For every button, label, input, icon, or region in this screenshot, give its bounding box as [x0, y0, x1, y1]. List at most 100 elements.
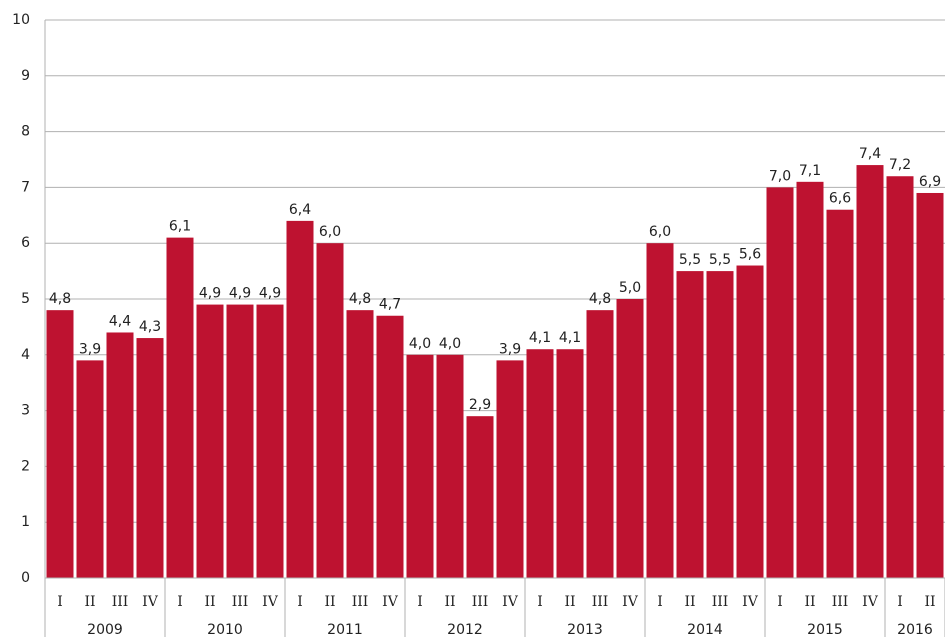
- value-label: 4,0: [439, 336, 461, 352]
- bar: [46, 310, 74, 578]
- x-tick-label: III: [112, 594, 129, 610]
- x-tick-label: II: [444, 594, 455, 610]
- y-tick-label: 5: [21, 291, 30, 307]
- value-label: 4,1: [559, 330, 581, 346]
- x-tick-label: IV: [382, 594, 399, 610]
- bar: [466, 416, 494, 578]
- x-tick-label: II: [564, 594, 575, 610]
- value-label: 4,9: [229, 286, 251, 302]
- x-tick-label: III: [592, 594, 609, 610]
- value-label: 6,4: [289, 202, 311, 218]
- x-tick-label: III: [352, 594, 369, 610]
- x-tick-label: II: [204, 594, 215, 610]
- value-label: 6,9: [919, 174, 941, 190]
- x-tick-label: IV: [502, 594, 519, 610]
- x-tick-label: III: [232, 594, 249, 610]
- x-tick-label: II: [84, 594, 95, 610]
- value-label: 4,8: [349, 291, 371, 307]
- y-tick-label: 4: [21, 347, 30, 363]
- year-label: 2016: [897, 622, 933, 637]
- y-tick-label: 6: [21, 235, 30, 251]
- value-label: 7,2: [889, 157, 911, 173]
- y-tick-label: 3: [21, 403, 30, 419]
- value-label: 7,4: [859, 146, 881, 162]
- x-tick-label: IV: [262, 594, 279, 610]
- x-tick-label: III: [832, 594, 849, 610]
- value-label: 7,1: [799, 163, 821, 179]
- bar: [586, 310, 614, 578]
- y-tick-label: 1: [21, 514, 30, 530]
- x-tick-label: I: [417, 594, 423, 610]
- bar: [826, 209, 854, 578]
- year-label: 2011: [327, 622, 363, 637]
- x-tick-label: I: [537, 594, 543, 610]
- x-tick-label: I: [777, 594, 783, 610]
- bar: [286, 220, 314, 578]
- y-tick-label: 7: [21, 179, 30, 195]
- value-label: 2,9: [469, 397, 491, 413]
- bar: [856, 165, 884, 578]
- x-tick-label: I: [897, 594, 903, 610]
- x-tick-label: I: [57, 594, 63, 610]
- value-label: 3,9: [79, 341, 101, 357]
- year-label: 2012: [447, 622, 483, 637]
- bar: [916, 192, 944, 579]
- bar: [316, 243, 344, 578]
- bar: [106, 332, 134, 578]
- value-label: 4,4: [109, 313, 131, 329]
- value-label: 3,9: [499, 341, 521, 357]
- x-tick-label: II: [324, 594, 335, 610]
- value-label: 6,6: [829, 191, 851, 207]
- value-label: 5,5: [679, 252, 701, 268]
- y-tick-label: 10: [12, 12, 30, 28]
- value-label: 6,0: [319, 224, 341, 240]
- bar: [886, 176, 914, 579]
- bar: [406, 354, 434, 578]
- value-label: 6,1: [169, 219, 191, 235]
- value-label: 4,1: [529, 330, 551, 346]
- bar: [526, 349, 554, 578]
- value-label: 5,6: [739, 247, 761, 263]
- bar: [556, 349, 584, 578]
- x-tick-label: II: [924, 594, 935, 610]
- x-tick-label: I: [177, 594, 183, 610]
- x-tick-label: II: [684, 594, 695, 610]
- bar: [136, 338, 164, 578]
- year-label: 2013: [567, 622, 603, 637]
- value-label: 5,0: [619, 280, 641, 296]
- y-tick-label: 2: [21, 458, 30, 474]
- x-tick-label: IV: [862, 594, 879, 610]
- bar: [226, 304, 254, 578]
- bar: [436, 354, 464, 578]
- x-tick-label: III: [712, 594, 729, 610]
- x-tick-label: IV: [622, 594, 639, 610]
- value-label: 4,8: [49, 291, 71, 307]
- bar: [676, 271, 704, 578]
- y-tick-label: 0: [21, 570, 30, 586]
- value-label: 4,9: [259, 286, 281, 302]
- bar: [76, 360, 104, 578]
- bar: [376, 315, 404, 578]
- value-label: 4,7: [379, 297, 401, 313]
- x-tick-label: IV: [142, 594, 159, 610]
- y-tick-label: 8: [21, 124, 30, 140]
- x-tick-label: III: [472, 594, 489, 610]
- value-label: 6,0: [649, 224, 671, 240]
- x-tick-label: I: [297, 594, 303, 610]
- x-tick-label: II: [804, 594, 815, 610]
- year-label: 2015: [807, 622, 843, 637]
- value-label: 4,3: [139, 319, 161, 335]
- x-tick-label: IV: [742, 594, 759, 610]
- bar: [646, 243, 674, 578]
- bar: [796, 181, 824, 578]
- y-tick-label: 9: [21, 68, 30, 84]
- bar: [496, 360, 524, 578]
- value-label: 4,9: [199, 286, 221, 302]
- year-label: 2014: [687, 622, 723, 637]
- bar: [256, 304, 284, 578]
- bar: [616, 299, 644, 578]
- bar: [736, 265, 764, 578]
- x-tick-label: I: [657, 594, 663, 610]
- value-label: 5,5: [709, 252, 731, 268]
